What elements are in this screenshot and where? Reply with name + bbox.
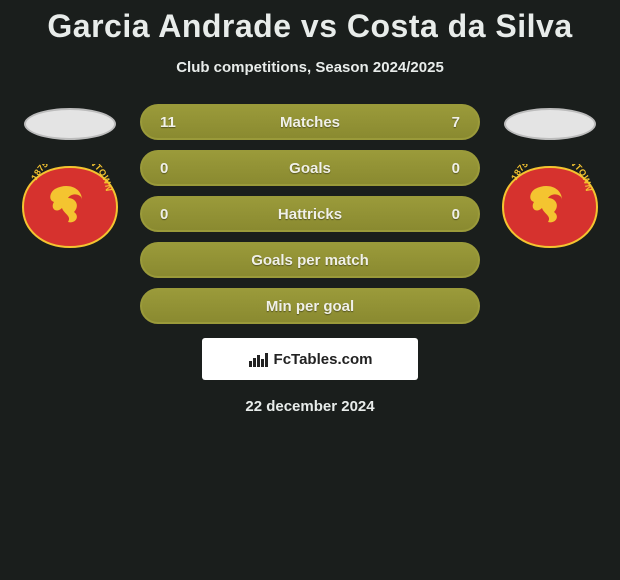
stat-right-value: 0 [430,160,460,177]
stat-label: Goals [190,160,430,177]
player-right-column: 1875 NEWTOWN A.F.C. [490,104,610,250]
brand-badge: FcTables.com [202,338,418,380]
stat-bar: 0Hattricks0 [140,196,480,232]
stat-label: Hattricks [190,206,430,223]
page-title: Garcia Andrade vs Costa da Silva [0,0,620,45]
stat-label: Min per goal [190,298,430,315]
stat-bar: 11Matches7 [140,104,480,140]
flag-right-icon [504,108,596,140]
subtitle: Club competitions, Season 2024/2025 [0,59,620,76]
stat-label: Matches [190,114,430,131]
stat-bar: Goals per match [140,242,480,278]
stat-label: Goals per match [190,252,430,269]
player-left-column: 1875 NEWTOWN A.F.C. [10,104,130,250]
crest-left-icon: 1875 NEWTOWN A.F.C. [20,164,120,250]
comparison-row: 1875 NEWTOWN A.F.C. 11Matches70Goals00Ha… [0,104,620,334]
date-text: 22 december 2024 [0,398,620,415]
stat-left-value: 11 [160,114,190,131]
stat-left-value: 0 [160,206,190,223]
stat-right-value: 7 [430,114,460,131]
stat-right-value: 0 [430,206,460,223]
brand-text: FcTables.com [274,351,373,368]
stat-bar: Min per goal [140,288,480,324]
stat-left-value: 0 [160,160,190,177]
stat-bar: 0Goals0 [140,150,480,186]
flag-left-icon [24,108,116,140]
chart-bars-icon [248,350,270,368]
stats-column: 11Matches70Goals00Hattricks0Goals per ma… [140,104,480,334]
crest-right-icon: 1875 NEWTOWN A.F.C. [500,164,600,250]
